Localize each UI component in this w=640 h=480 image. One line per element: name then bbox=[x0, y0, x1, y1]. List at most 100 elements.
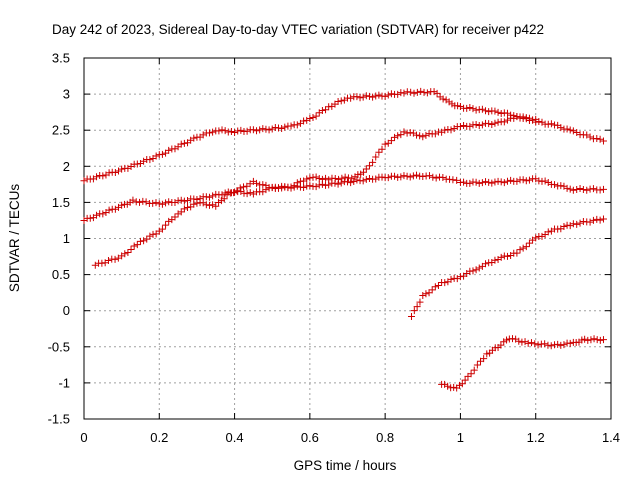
data-point bbox=[218, 126, 226, 134]
data-point bbox=[205, 193, 213, 201]
data-point bbox=[599, 185, 607, 193]
data-point bbox=[394, 132, 402, 140]
data-point bbox=[522, 243, 530, 251]
x-tick-label: 0.2 bbox=[150, 430, 168, 445]
data-point bbox=[136, 198, 144, 206]
data-point bbox=[391, 133, 399, 141]
data-point bbox=[419, 133, 427, 141]
data-point bbox=[165, 217, 173, 225]
data-point bbox=[338, 174, 346, 182]
data-point bbox=[596, 336, 604, 344]
data-point bbox=[290, 182, 298, 190]
data-point bbox=[475, 264, 483, 272]
data-point bbox=[284, 184, 292, 192]
data-point bbox=[470, 366, 478, 374]
data-point bbox=[544, 120, 552, 128]
data-point bbox=[456, 103, 464, 111]
data-point bbox=[253, 127, 261, 135]
data-point bbox=[563, 125, 571, 133]
data-point bbox=[566, 339, 574, 347]
data-point bbox=[177, 196, 185, 204]
x-tick-label: 0.4 bbox=[226, 430, 244, 445]
data-point bbox=[365, 162, 373, 170]
data-point bbox=[165, 198, 173, 206]
series-sat-b bbox=[80, 171, 607, 224]
data-point bbox=[86, 214, 94, 222]
data-point bbox=[231, 128, 239, 136]
data-point bbox=[80, 177, 88, 185]
data-point bbox=[416, 298, 424, 306]
data-marks bbox=[80, 87, 607, 392]
data-point bbox=[300, 184, 308, 192]
data-point bbox=[534, 341, 542, 349]
data-point bbox=[569, 220, 577, 228]
data-point bbox=[485, 120, 493, 128]
data-point bbox=[152, 199, 160, 207]
data-point bbox=[356, 94, 364, 102]
data-point bbox=[369, 93, 377, 101]
data-point bbox=[482, 260, 490, 268]
data-point bbox=[519, 244, 527, 252]
data-point bbox=[423, 89, 431, 97]
data-point bbox=[394, 90, 402, 98]
data-point bbox=[593, 336, 601, 344]
data-point bbox=[491, 178, 499, 186]
data-point bbox=[205, 201, 213, 209]
data-point bbox=[458, 380, 466, 388]
data-point bbox=[209, 128, 217, 136]
data-point bbox=[593, 215, 601, 223]
data-point bbox=[234, 127, 242, 135]
data-point bbox=[475, 179, 483, 187]
data-point bbox=[365, 92, 373, 100]
data-point bbox=[322, 174, 330, 182]
data-point bbox=[469, 267, 477, 275]
x-tick-label: 0 bbox=[80, 430, 87, 445]
data-point bbox=[384, 91, 392, 99]
data-point bbox=[596, 186, 604, 194]
data-point bbox=[551, 181, 559, 189]
data-point bbox=[480, 355, 488, 363]
data-point bbox=[494, 108, 502, 116]
data-point bbox=[237, 126, 245, 134]
data-point bbox=[124, 249, 132, 257]
data-point bbox=[253, 179, 261, 187]
data-point bbox=[466, 104, 474, 112]
data-point bbox=[513, 177, 521, 185]
data-point bbox=[524, 339, 532, 347]
data-point bbox=[503, 177, 511, 185]
data-point bbox=[158, 225, 166, 233]
data-point bbox=[450, 383, 458, 391]
data-point bbox=[589, 185, 597, 193]
data-point bbox=[488, 120, 496, 128]
data-point bbox=[259, 181, 267, 189]
data-point bbox=[315, 181, 323, 189]
data-point bbox=[430, 88, 438, 96]
data-point bbox=[587, 336, 595, 344]
y-tick-label: 1 bbox=[63, 231, 70, 246]
data-point bbox=[387, 137, 395, 145]
data-point bbox=[560, 341, 568, 349]
y-tick-label: 1.5 bbox=[52, 195, 70, 210]
data-point bbox=[105, 169, 113, 177]
data-point bbox=[362, 92, 370, 100]
data-point bbox=[372, 153, 380, 161]
data-point bbox=[431, 283, 439, 291]
data-point bbox=[220, 195, 228, 203]
data-point bbox=[268, 125, 276, 133]
data-point bbox=[416, 132, 424, 140]
data-point bbox=[400, 89, 408, 97]
data-point bbox=[274, 124, 282, 132]
data-point bbox=[586, 218, 594, 226]
data-point bbox=[340, 96, 348, 104]
data-point bbox=[372, 175, 380, 183]
data-point bbox=[140, 157, 148, 165]
data-point bbox=[456, 122, 464, 130]
data-point bbox=[497, 110, 505, 118]
data-point bbox=[407, 88, 415, 96]
y-tick-label: -1.5 bbox=[48, 412, 70, 427]
data-point bbox=[469, 105, 477, 113]
data-point bbox=[413, 171, 421, 179]
data-point bbox=[133, 241, 141, 249]
data-point bbox=[212, 202, 220, 210]
data-point bbox=[223, 191, 231, 199]
